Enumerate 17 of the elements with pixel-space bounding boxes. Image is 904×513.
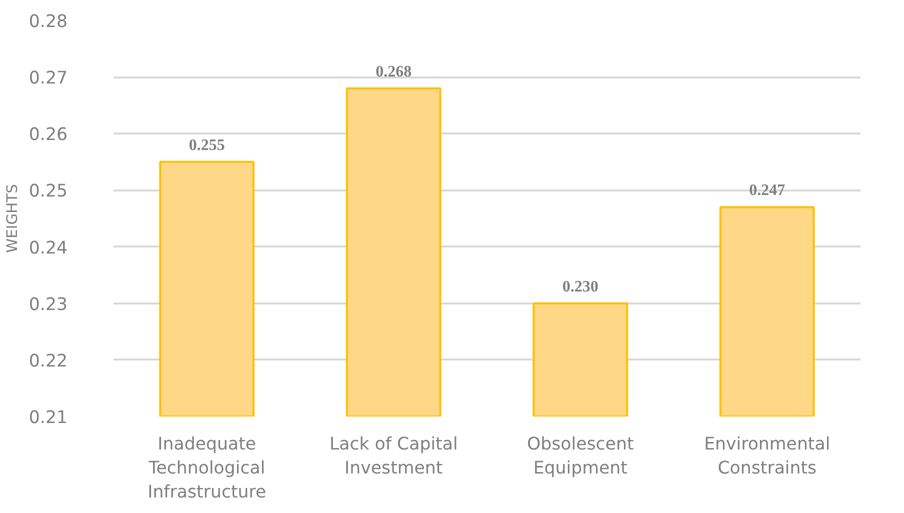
y-tick-label: 0.21 [28, 408, 68, 428]
y-tick-label: 0.22 [28, 351, 68, 372]
y-tick-label: 0.23 [28, 294, 68, 315]
y-tick-label: 0.24 [28, 238, 68, 258]
y-tick-label: 0.25 [28, 182, 68, 202]
data-label: 0.255 [188, 136, 225, 154]
y-tick-label: 0.26 [28, 125, 68, 146]
data-label: 0.230 [562, 278, 598, 296]
x-tick-label: Inadequate Technological Infrastructure [148, 434, 266, 502]
x-tick-label: Environmental Constraints [704, 434, 830, 478]
y-tick-label: 0.27 [28, 68, 68, 89]
y-tick-label: 0.28 [28, 12, 68, 32]
data-label: 0.268 [376, 63, 412, 80]
x-tick-label: Lack of Capital Investment [329, 434, 458, 478]
y-axis-title: WEIGHTS [4, 184, 21, 253]
data-label: 0.247 [749, 182, 786, 200]
x-tick-label: Obsolescent Equipment [527, 434, 634, 478]
